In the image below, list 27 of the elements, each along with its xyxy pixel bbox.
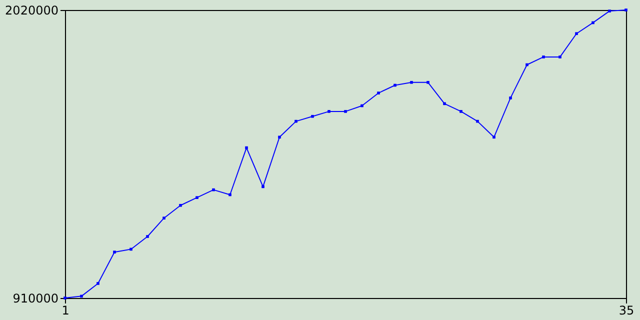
point bbox=[64, 296, 66, 300]
y-tick-label: 910000 bbox=[12, 292, 58, 306]
point bbox=[410, 80, 413, 84]
point bbox=[624, 8, 628, 12]
point bbox=[130, 248, 132, 251]
point bbox=[592, 21, 594, 24]
point bbox=[492, 136, 496, 139]
point bbox=[575, 32, 578, 36]
point bbox=[294, 120, 298, 123]
y-tick-label: 2020000 bbox=[5, 4, 58, 18]
point bbox=[426, 80, 430, 84]
point bbox=[394, 84, 396, 87]
point bbox=[360, 104, 364, 108]
point bbox=[278, 136, 281, 139]
point bbox=[228, 193, 232, 196]
point bbox=[80, 294, 83, 298]
line-series bbox=[64, 8, 628, 300]
point bbox=[179, 204, 182, 207]
point bbox=[526, 63, 528, 66]
point bbox=[262, 185, 264, 188]
x-tick-label: 35 bbox=[618, 304, 634, 318]
point bbox=[212, 188, 215, 192]
point bbox=[476, 120, 479, 123]
x-tick-label: 1 bbox=[62, 304, 70, 318]
point bbox=[443, 102, 446, 106]
point bbox=[311, 114, 314, 118]
point bbox=[245, 146, 248, 150]
